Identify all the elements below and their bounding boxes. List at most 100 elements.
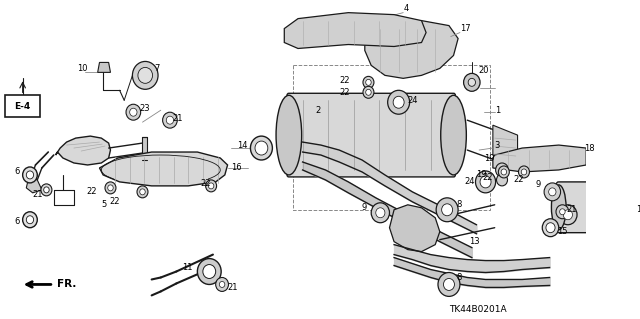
Circle shape	[559, 205, 577, 225]
Circle shape	[138, 67, 152, 83]
Circle shape	[255, 141, 268, 155]
Text: 15: 15	[557, 227, 568, 236]
Text: 7: 7	[154, 64, 160, 73]
Text: 9: 9	[535, 180, 540, 189]
Circle shape	[166, 116, 173, 124]
Circle shape	[521, 169, 527, 175]
Circle shape	[365, 89, 371, 95]
Circle shape	[363, 76, 374, 88]
Circle shape	[495, 163, 508, 177]
Circle shape	[476, 171, 495, 193]
Text: 22: 22	[340, 76, 350, 85]
Polygon shape	[56, 136, 111, 165]
Circle shape	[559, 209, 565, 215]
Circle shape	[546, 223, 555, 233]
Ellipse shape	[441, 95, 467, 175]
Text: 4: 4	[403, 4, 408, 13]
Text: 21: 21	[173, 114, 183, 123]
Text: 10: 10	[77, 64, 88, 73]
Circle shape	[105, 182, 116, 194]
Text: 24: 24	[464, 177, 475, 186]
Circle shape	[363, 86, 374, 98]
Circle shape	[442, 204, 452, 216]
Text: 22: 22	[513, 175, 524, 184]
Circle shape	[463, 73, 480, 91]
Circle shape	[371, 203, 390, 223]
Circle shape	[468, 78, 476, 86]
Circle shape	[137, 186, 148, 198]
Ellipse shape	[552, 185, 566, 230]
Text: 8: 8	[456, 273, 461, 282]
FancyBboxPatch shape	[5, 95, 40, 117]
Text: 2: 2	[316, 106, 321, 115]
Text: 22: 22	[483, 174, 493, 182]
Circle shape	[563, 210, 572, 220]
Text: 23: 23	[140, 104, 150, 113]
Circle shape	[220, 281, 225, 287]
Circle shape	[497, 174, 508, 186]
Circle shape	[376, 208, 385, 218]
Polygon shape	[493, 125, 518, 163]
Text: 14: 14	[237, 141, 248, 150]
Circle shape	[203, 264, 216, 278]
Text: 11: 11	[182, 263, 193, 272]
Text: 6: 6	[15, 167, 20, 176]
Polygon shape	[365, 21, 458, 78]
Circle shape	[548, 188, 556, 196]
Text: 21: 21	[566, 205, 577, 214]
FancyBboxPatch shape	[287, 93, 456, 177]
Text: 19: 19	[484, 153, 494, 162]
Text: 9: 9	[362, 203, 367, 212]
Text: 18: 18	[584, 144, 595, 152]
Circle shape	[393, 96, 404, 108]
Circle shape	[205, 180, 216, 192]
Circle shape	[544, 183, 561, 201]
Text: 20: 20	[478, 66, 489, 75]
Text: 22: 22	[200, 179, 211, 189]
Polygon shape	[284, 13, 426, 48]
Circle shape	[438, 272, 460, 296]
Text: 1: 1	[495, 106, 500, 115]
Circle shape	[388, 90, 410, 114]
Polygon shape	[141, 137, 147, 160]
Text: 6: 6	[15, 217, 20, 226]
Polygon shape	[493, 145, 586, 172]
Circle shape	[518, 166, 529, 178]
Text: 19: 19	[476, 170, 487, 179]
Text: 12: 12	[637, 205, 640, 214]
Text: 17: 17	[460, 24, 470, 33]
Text: 21: 21	[228, 283, 238, 292]
Circle shape	[41, 184, 52, 196]
Text: 22: 22	[86, 187, 97, 197]
Text: 3: 3	[495, 141, 500, 150]
Text: 22: 22	[340, 88, 350, 97]
Circle shape	[26, 171, 34, 179]
Circle shape	[365, 79, 371, 85]
Text: 13: 13	[469, 237, 480, 246]
Circle shape	[140, 189, 145, 195]
Text: E-4: E-4	[15, 102, 31, 111]
Circle shape	[444, 278, 454, 290]
Circle shape	[556, 205, 569, 219]
Circle shape	[130, 108, 137, 116]
Text: TK44B0201A: TK44B0201A	[449, 305, 507, 314]
Circle shape	[126, 104, 141, 120]
Text: 5: 5	[101, 200, 107, 209]
Circle shape	[216, 278, 228, 292]
Ellipse shape	[625, 185, 639, 230]
Text: 21: 21	[33, 190, 44, 199]
Circle shape	[108, 185, 113, 191]
Circle shape	[44, 187, 49, 193]
Circle shape	[197, 259, 221, 285]
Circle shape	[22, 212, 37, 228]
Text: FR.: FR.	[58, 279, 77, 289]
Circle shape	[480, 176, 491, 188]
Text: 22: 22	[109, 197, 120, 206]
Circle shape	[501, 169, 507, 175]
Text: 24: 24	[408, 96, 419, 105]
Circle shape	[436, 198, 458, 222]
Text: 16: 16	[231, 163, 242, 173]
Polygon shape	[390, 205, 440, 252]
Circle shape	[250, 136, 273, 160]
Polygon shape	[98, 63, 111, 72]
